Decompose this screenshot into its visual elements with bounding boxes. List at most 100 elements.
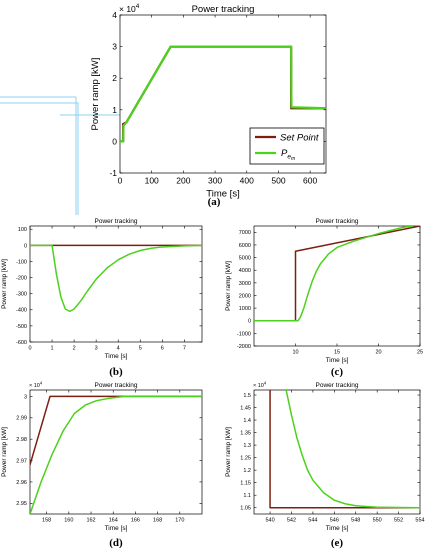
y-tick-label: 2.96 [16, 480, 27, 486]
x-tick-label: 5 [139, 346, 142, 352]
x-tick-label: 500 [271, 176, 285, 186]
y-tick-label: -200 [16, 275, 27, 281]
y-tick-label: 2000 [239, 293, 251, 299]
chart-title: Power tracking [95, 382, 138, 389]
x-axis-label: Time [s] [105, 525, 128, 532]
x-tick-label: 554 [415, 518, 424, 524]
y-tick-label: -400 [16, 308, 27, 314]
y-tick-label: 6000 [239, 243, 251, 249]
y-axis-label: Power ramp [kW] [1, 259, 8, 309]
chart-panel-d: Power tracking 158 160 162 164 166 168 170 2.95 2… [1, 380, 203, 549]
x-tick-label: 552 [394, 518, 403, 524]
x-tick-label: 550 [373, 518, 382, 524]
y-tick-label: 1.25 [240, 456, 251, 462]
y-tick-label: 2 [112, 73, 117, 83]
chart-panel-b: Power tracking 0 1 2 3 4 5 6 7 -600 -500 -400 -300 -2… [1, 218, 203, 378]
y-tick-label: 1.2 [243, 468, 251, 474]
x-tick-label: 4 [117, 346, 120, 352]
y-tick-label: 4 [112, 10, 117, 20]
y-axis-label: Power ramp [kW] [225, 427, 232, 477]
x-tick-label: 540 [265, 518, 274, 524]
y-tick-label: 0 [248, 319, 251, 325]
x-tick-label: 158 [42, 518, 51, 524]
y-tick-label: 1.05 [240, 506, 251, 512]
plot-area [253, 389, 421, 515]
x-tick-label: 0 [28, 346, 31, 352]
x-tick-label: 10 [292, 350, 298, 356]
y-tick-label: 7000 [239, 230, 251, 236]
plot-area [29, 225, 203, 343]
panel-caption: (c) [331, 366, 344, 378]
series-line-pem [285, 390, 420, 509]
y-tick-label: -300 [16, 292, 27, 298]
x-tick-label: 166 [131, 518, 140, 524]
y-tick-label: -2000 [237, 344, 251, 350]
y-tick-label: 5000 [239, 256, 251, 262]
panel-caption: (b) [109, 366, 123, 378]
y-tick-label: 2.97 [16, 458, 27, 464]
legend: Set Point Pem [249, 127, 325, 165]
chart-panel-c: Power tracking 10 15 20 25 -2000 -1000 0 1000 200… [225, 218, 423, 378]
y-tick-label: 0 [112, 136, 117, 146]
y-tick-label: 3 [24, 394, 27, 400]
x-tick-label: 3 [95, 346, 98, 352]
y-tick-label: -100 [16, 259, 27, 265]
y-tick-label: -1 [109, 168, 117, 178]
y-axis-label: Power ramp [kW] [90, 58, 101, 131]
x-tick-label: 164 [109, 518, 118, 524]
y-tick-label: -500 [16, 324, 27, 330]
plot-area [253, 225, 421, 347]
y-tick-label: 2.99 [16, 416, 27, 422]
x-tick-label: 100 [145, 176, 159, 186]
x-tick-label: 25 [417, 350, 423, 356]
chart-title: Power tracking [95, 218, 138, 225]
series-line-pem [120, 45, 326, 143]
axis-multiplier: × 104 [119, 3, 140, 14]
series-line-pem [254, 226, 414, 322]
legend-label-pem: Pem [281, 148, 295, 162]
x-tick-label: 160 [64, 518, 73, 524]
x-tick-label: 600 [303, 176, 317, 186]
y-tick-label: 1.4 [243, 418, 251, 424]
y-tick-label: 0 [24, 243, 27, 249]
x-tick-label: 542 [287, 518, 296, 524]
y-tick-label: 1.1 [243, 493, 251, 499]
y-tick-label: 1.45 [240, 405, 251, 411]
x-tick-label: 15 [334, 350, 340, 356]
y-tick-label: -1000 [237, 331, 251, 337]
plot-area [29, 389, 203, 515]
x-tick-label: 0 [118, 176, 123, 186]
x-axis-label: Time [s] [326, 357, 349, 364]
y-axis-label: Power ramp [kW] [1, 427, 8, 477]
series-line-set-point [269, 390, 420, 509]
x-tick-label: 7 [183, 346, 186, 352]
y-tick-label: 1.35 [240, 431, 251, 437]
y-tick-label: -600 [16, 340, 27, 346]
y-tick-label: 1000 [239, 306, 251, 312]
y-tick-label: 2.95 [16, 501, 27, 507]
y-tick-label: 100 [18, 227, 27, 233]
chart-title: Power tracking [192, 4, 255, 15]
chart-title: Power tracking [316, 382, 359, 389]
y-tick-label: 2.98 [16, 437, 27, 443]
decor-line-2 [0, 102, 79, 215]
legend-box [249, 127, 325, 165]
x-tick-label: 168 [153, 518, 162, 524]
panel-caption: (d) [109, 537, 123, 549]
series-line-pem [30, 395, 202, 514]
axis-multiplier: × 104 [29, 380, 43, 389]
x-tick-label: 548 [351, 518, 360, 524]
y-tick-label: 3000 [239, 281, 251, 287]
x-tick-label: 544 [308, 518, 317, 524]
x-axis-label: Time [s] [105, 353, 128, 360]
x-tick-label: 1 [51, 346, 54, 352]
series-line-pem [30, 244, 202, 313]
y-tick-label: 1.15 [240, 481, 251, 487]
x-tick-label: 170 [175, 518, 184, 524]
x-tick-label: 162 [86, 518, 95, 524]
panel-caption: (a) [208, 196, 221, 208]
chart-panel-e: Power tracking 540 542 544 546 548 550 552 554 1.… [225, 380, 425, 549]
y-tick-label: 1 [112, 105, 117, 115]
